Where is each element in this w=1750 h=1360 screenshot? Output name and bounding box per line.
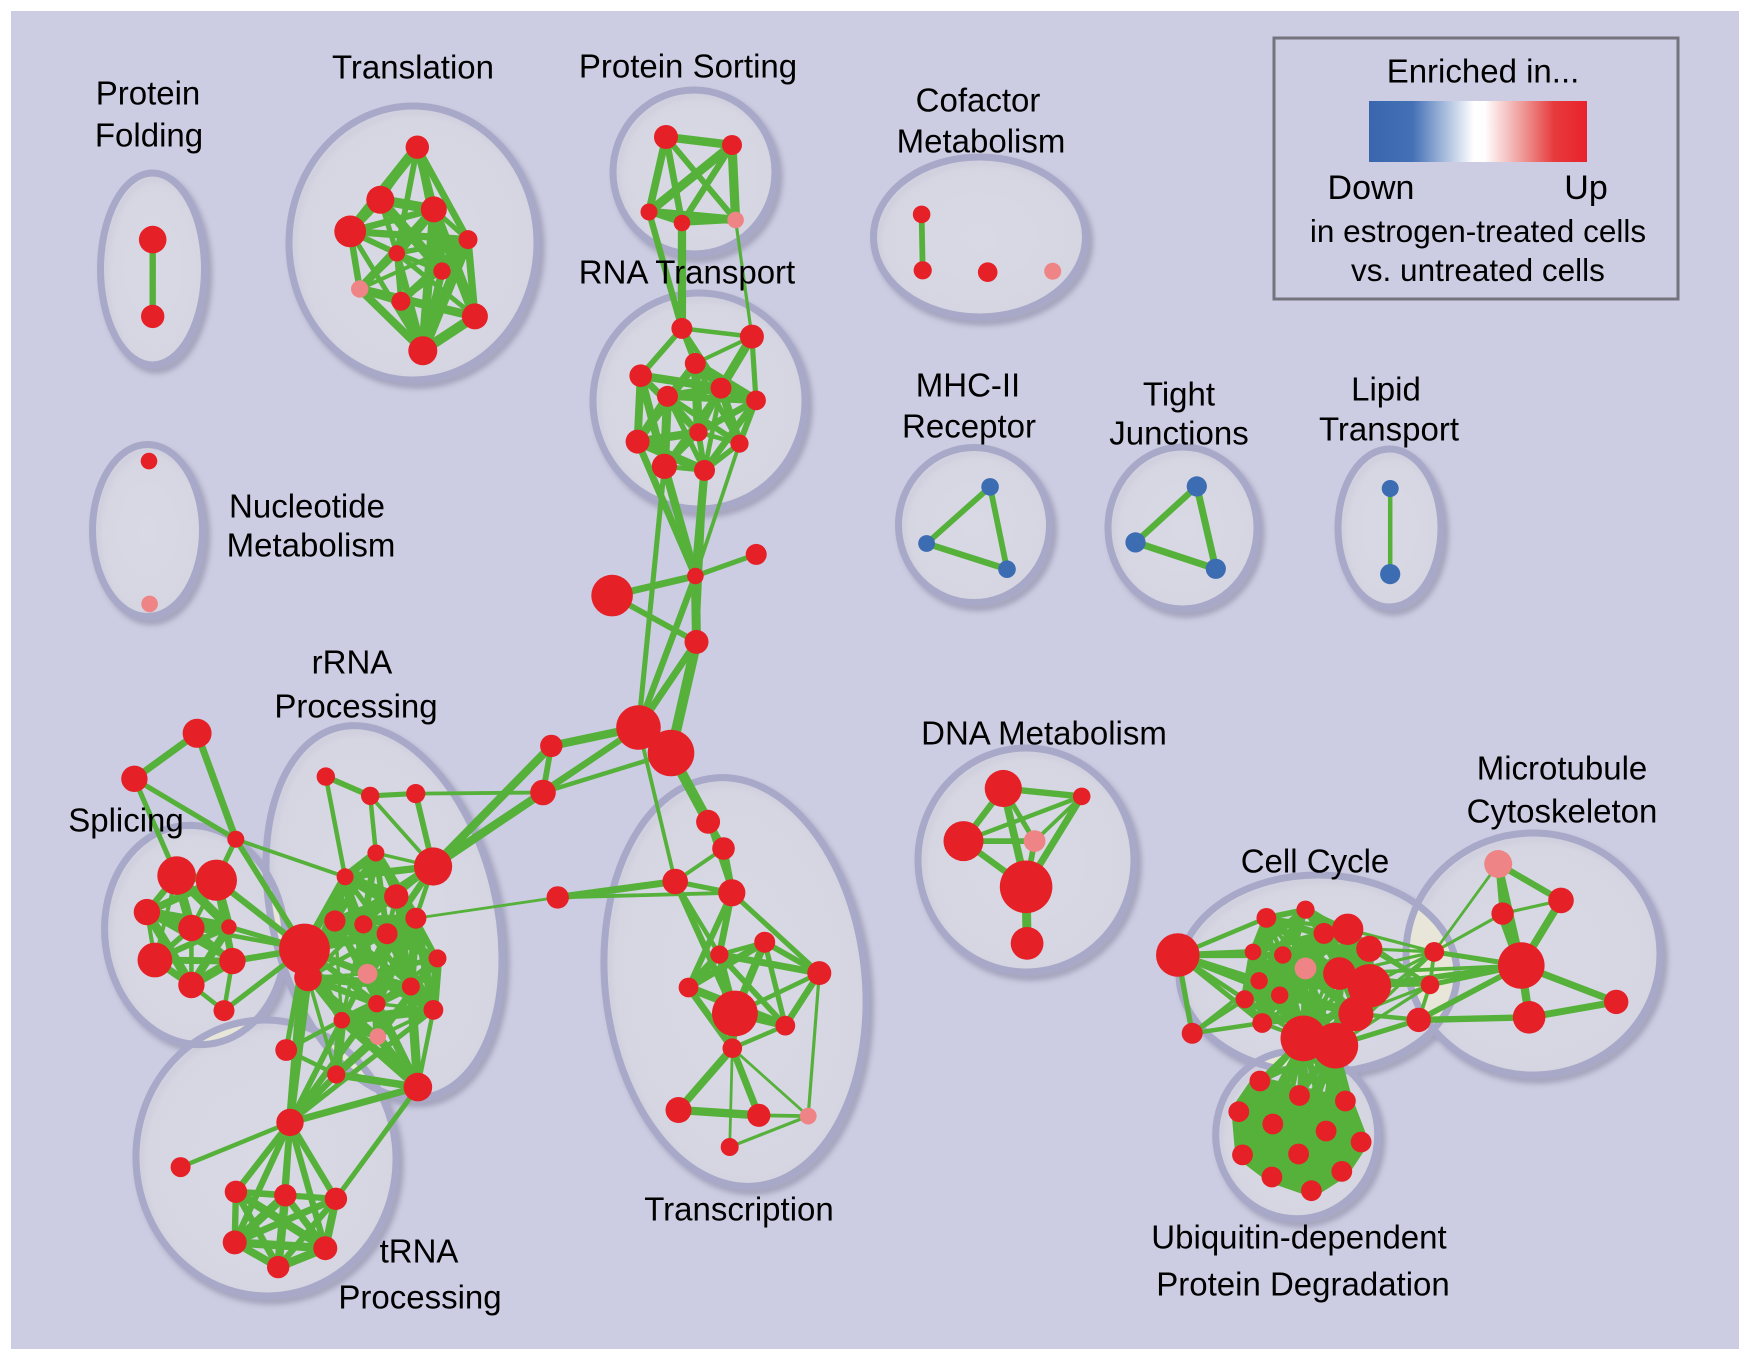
svg-text:Up: Up bbox=[1564, 169, 1607, 207]
svg-text:in estrogen-treated cells: in estrogen-treated cells bbox=[1310, 213, 1646, 249]
svg-text:Translation: Translation bbox=[332, 49, 494, 86]
svg-text:Cofactor: Cofactor bbox=[916, 82, 1041, 119]
svg-text:Processing: Processing bbox=[274, 688, 437, 725]
svg-text:RNA Transport: RNA Transport bbox=[579, 254, 795, 291]
svg-text:Tight: Tight bbox=[1143, 376, 1215, 413]
svg-text:Receptor: Receptor bbox=[902, 408, 1036, 445]
svg-text:Metabolism: Metabolism bbox=[227, 527, 396, 564]
svg-text:vs. untreated cells: vs. untreated cells bbox=[1351, 252, 1605, 288]
svg-text:Lipid: Lipid bbox=[1351, 371, 1421, 408]
svg-text:Enriched in...: Enriched in... bbox=[1387, 53, 1580, 90]
svg-text:Nucleotide: Nucleotide bbox=[229, 488, 385, 525]
svg-text:Transcription: Transcription bbox=[644, 1191, 834, 1228]
svg-text:Protein Sorting: Protein Sorting bbox=[579, 48, 797, 85]
svg-text:Junctions: Junctions bbox=[1109, 415, 1248, 452]
svg-text:Down: Down bbox=[1328, 169, 1415, 207]
svg-text:Splicing: Splicing bbox=[68, 802, 184, 839]
svg-text:Cytoskeleton: Cytoskeleton bbox=[1467, 793, 1658, 830]
svg-text:Metabolism: Metabolism bbox=[897, 123, 1066, 160]
svg-text:DNA Metabolism: DNA Metabolism bbox=[921, 715, 1167, 752]
svg-text:Folding: Folding bbox=[95, 117, 203, 154]
svg-text:tRNA: tRNA bbox=[380, 1233, 459, 1270]
svg-text:Cell Cycle: Cell Cycle bbox=[1241, 843, 1390, 880]
svg-text:Processing: Processing bbox=[338, 1279, 501, 1316]
svg-text:Microtubule: Microtubule bbox=[1477, 750, 1648, 787]
svg-text:Transport: Transport bbox=[1319, 411, 1459, 448]
svg-text:Protein: Protein bbox=[96, 75, 201, 112]
svg-text:Ubiquitin-dependent: Ubiquitin-dependent bbox=[1151, 1219, 1446, 1256]
svg-text:MHC-II: MHC-II bbox=[916, 367, 1020, 404]
svg-text:rRNA: rRNA bbox=[312, 644, 393, 681]
svg-text:Protein Degradation: Protein Degradation bbox=[1156, 1266, 1450, 1303]
